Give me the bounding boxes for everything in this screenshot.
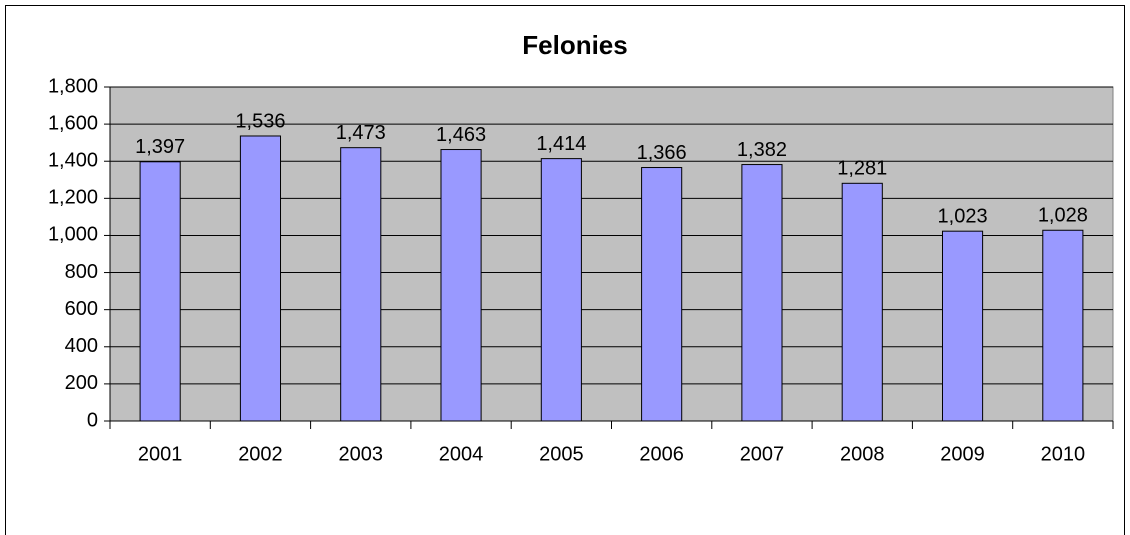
- data-label: 1,397: [135, 136, 185, 158]
- x-tick-label: 2004: [439, 443, 484, 465]
- chart-title: Felonies: [522, 30, 627, 60]
- bar: [139, 161, 181, 422]
- x-tick-label: 2007: [740, 443, 785, 465]
- data-label: 1,536: [235, 110, 285, 132]
- bar: [941, 230, 984, 422]
- bar: [239, 135, 282, 422]
- y-tick-label: 1,000: [48, 224, 98, 246]
- bar: [1042, 229, 1084, 422]
- bar: [741, 164, 783, 422]
- bar: [641, 167, 683, 422]
- y-tick-label: 800: [65, 261, 98, 283]
- data-label: 1,281: [837, 158, 887, 180]
- bar: [340, 147, 382, 422]
- x-tick-label: 2005: [539, 443, 584, 465]
- x-tick-label: 2006: [639, 443, 684, 465]
- x-tick-label: 2010: [1041, 443, 1086, 465]
- y-tick-label: 200: [65, 372, 98, 394]
- y-tick-label: 1,200: [48, 187, 98, 209]
- x-tick-label: 2001: [138, 443, 183, 465]
- bar: [440, 149, 482, 422]
- data-label: 1,366: [637, 142, 687, 164]
- y-tick-label: 600: [65, 298, 98, 320]
- bar: [841, 182, 883, 422]
- data-label: 1,463: [436, 124, 486, 146]
- x-tick-label: 2008: [840, 443, 885, 465]
- y-tick-label: 1,400: [48, 150, 98, 172]
- bar: [540, 158, 582, 422]
- x-tick-label: 2002: [238, 443, 283, 465]
- y-tick-label: 0: [87, 409, 98, 431]
- x-tick-label: 2009: [940, 443, 985, 465]
- data-label: 1,023: [938, 205, 988, 227]
- data-label: 1,028: [1038, 205, 1088, 227]
- data-label: 1,414: [536, 133, 586, 155]
- data-label: 1,382: [737, 139, 787, 161]
- data-label: 1,473: [336, 122, 386, 144]
- x-tick-label: 2003: [339, 443, 384, 465]
- y-tick-label: 400: [65, 335, 98, 357]
- y-tick-label: 1,800: [48, 75, 98, 97]
- y-tick-label: 1,600: [48, 112, 98, 134]
